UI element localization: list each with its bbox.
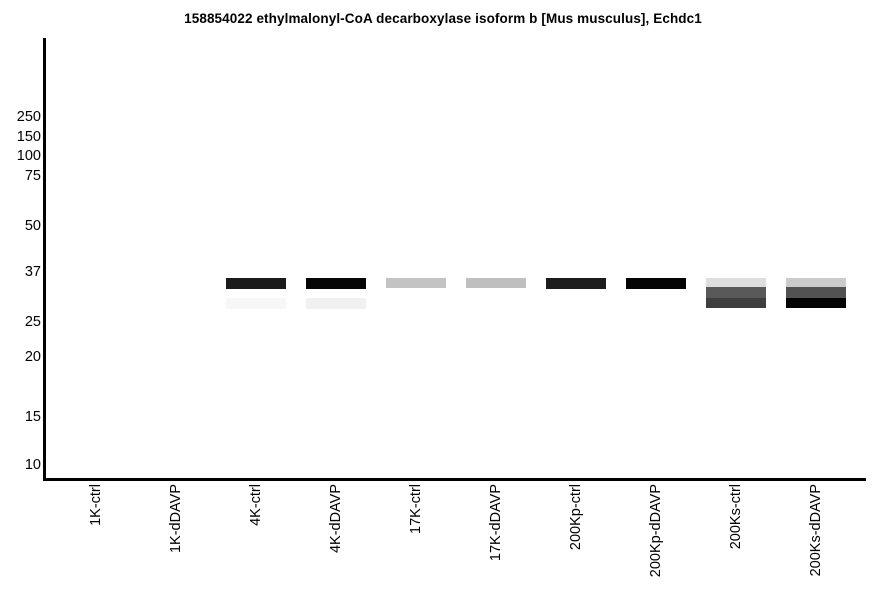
y-axis-line [43, 38, 46, 481]
gel-band [386, 278, 446, 288]
gel-band [226, 278, 286, 289]
gel-band [786, 298, 846, 308]
y-tick-label-37kda: 37 [24, 264, 41, 280]
lane-label: 200Kp-ctrl [568, 484, 584, 551]
chart-title: 158854022 ethylmalonyl-CoA decarboxylase… [184, 11, 702, 26]
y-tick-label-250kda: 250 [16, 109, 41, 125]
lane-label: 17K-ctrl [408, 484, 424, 534]
gel-band [226, 298, 286, 309]
gel-band [706, 287, 766, 298]
lane-label: 17K-dDAVP [488, 484, 504, 562]
lane-label: 4K-dDAVP [328, 484, 344, 554]
x-axis-line [43, 478, 866, 481]
y-tick-label-75kda: 75 [24, 168, 41, 184]
gel-band [626, 278, 686, 289]
y-tick-label-50kda: 50 [24, 218, 41, 234]
y-tick-label-20kda: 20 [24, 349, 41, 365]
gel-band [306, 298, 366, 309]
y-tick-label-15kda: 15 [24, 409, 41, 425]
lane-label: 200Ks-dDAVP [808, 484, 824, 577]
y-tick-label-10kda: 10 [24, 457, 41, 473]
lane-label: 1K-dDAVP [168, 484, 184, 554]
gel-band [706, 278, 766, 287]
gel-band [466, 278, 526, 288]
y-tick-label-150kda: 150 [16, 129, 41, 145]
gel-band [546, 278, 606, 289]
lane-label: 1K-ctrl [88, 484, 104, 526]
lane-label: 200Ks-ctrl [728, 484, 744, 550]
gel-band [306, 278, 366, 289]
lane-label: 200Kp-dDAVP [648, 484, 664, 578]
gel-band [786, 287, 846, 298]
lane-label: 4K-ctrl [248, 484, 264, 526]
gel-band [706, 298, 766, 308]
y-tick-label-100kda: 100 [16, 148, 41, 164]
gel-band [786, 278, 846, 287]
y-tick-label-25kda: 25 [24, 314, 41, 330]
